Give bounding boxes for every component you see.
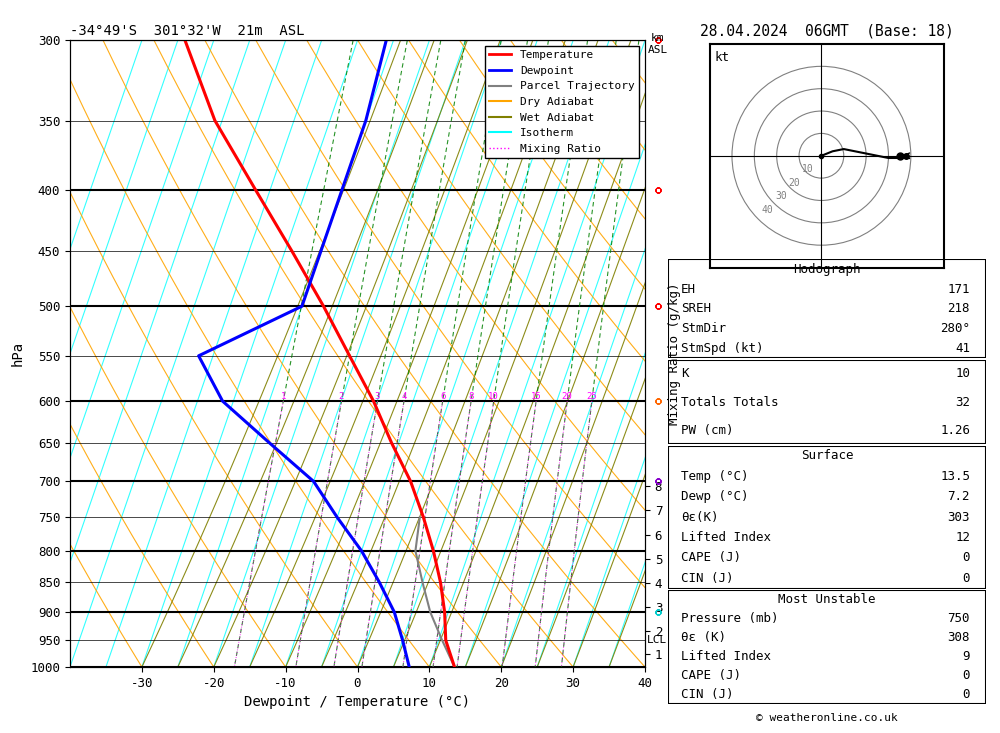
Text: 32: 32 <box>955 396 970 408</box>
Text: LCL: LCL <box>647 636 667 645</box>
Text: 28.04.2024  06GMT  (Base: 18): 28.04.2024 06GMT (Base: 18) <box>700 23 954 38</box>
Text: Dewp (°C): Dewp (°C) <box>681 490 748 504</box>
Text: 25: 25 <box>586 392 597 401</box>
Text: 12: 12 <box>955 531 970 544</box>
Text: Totals Totals: Totals Totals <box>681 396 778 408</box>
Text: 41: 41 <box>955 342 970 355</box>
Text: 3: 3 <box>375 392 380 401</box>
Text: 308: 308 <box>948 631 970 644</box>
Text: 8: 8 <box>468 392 474 401</box>
Text: Pressure (mb): Pressure (mb) <box>681 612 778 625</box>
Text: StmSpd (kt): StmSpd (kt) <box>681 342 763 355</box>
Text: CAPE (J): CAPE (J) <box>681 551 741 564</box>
Text: 20: 20 <box>562 392 573 401</box>
Text: Lifted Index: Lifted Index <box>681 531 771 544</box>
Text: Surface: Surface <box>801 449 853 463</box>
Text: EH: EH <box>681 283 696 295</box>
Text: 0: 0 <box>963 688 970 701</box>
Text: 4: 4 <box>401 392 407 401</box>
Text: Most Unstable: Most Unstable <box>778 593 876 606</box>
Text: 20: 20 <box>789 177 800 188</box>
Text: PW (cm): PW (cm) <box>681 424 733 437</box>
Text: 10: 10 <box>955 367 970 380</box>
Text: θε (K): θε (K) <box>681 631 726 644</box>
Text: θε(K): θε(K) <box>681 511 718 523</box>
Text: kt: kt <box>714 51 729 64</box>
X-axis label: Dewpoint / Temperature (°C): Dewpoint / Temperature (°C) <box>244 696 471 710</box>
Text: 9: 9 <box>963 650 970 663</box>
Text: K: K <box>681 367 688 380</box>
Text: StmDir: StmDir <box>681 323 726 335</box>
Text: 0: 0 <box>963 668 970 682</box>
Text: 10: 10 <box>802 164 814 174</box>
Text: Temp (°C): Temp (°C) <box>681 470 748 483</box>
Text: CAPE (J): CAPE (J) <box>681 668 741 682</box>
Text: 10: 10 <box>488 392 499 401</box>
Text: 40: 40 <box>762 205 774 215</box>
Text: 2: 2 <box>339 392 344 401</box>
Text: CIN (J): CIN (J) <box>681 688 733 701</box>
Text: 303: 303 <box>948 511 970 523</box>
Text: 6: 6 <box>440 392 445 401</box>
Text: SREH: SREH <box>681 303 711 315</box>
Text: CIN (J): CIN (J) <box>681 572 733 585</box>
Legend: Temperature, Dewpoint, Parcel Trajectory, Dry Adiabat, Wet Adiabat, Isotherm, Mi: Temperature, Dewpoint, Parcel Trajectory… <box>485 46 639 158</box>
Text: km
ASL: km ASL <box>648 33 668 54</box>
Text: 15: 15 <box>531 392 541 401</box>
Text: 0: 0 <box>963 551 970 564</box>
Text: Hodograph: Hodograph <box>793 263 861 276</box>
Text: 13.5: 13.5 <box>940 470 970 483</box>
Text: 218: 218 <box>948 303 970 315</box>
Text: 30: 30 <box>775 191 787 201</box>
Text: 7.2: 7.2 <box>948 490 970 504</box>
Text: -34°49'S  301°32'W  21m  ASL: -34°49'S 301°32'W 21m ASL <box>70 23 304 38</box>
Text: 750: 750 <box>948 612 970 625</box>
Text: Lifted Index: Lifted Index <box>681 650 771 663</box>
Y-axis label: hPa: hPa <box>11 341 25 366</box>
Text: 280°: 280° <box>940 323 970 335</box>
Y-axis label: Mixing Ratio (g/kg): Mixing Ratio (g/kg) <box>668 282 681 425</box>
Text: 0: 0 <box>963 572 970 585</box>
Text: 1: 1 <box>281 392 286 401</box>
Text: 1.26: 1.26 <box>940 424 970 437</box>
Text: © weatheronline.co.uk: © weatheronline.co.uk <box>756 713 898 723</box>
Text: 171: 171 <box>948 283 970 295</box>
